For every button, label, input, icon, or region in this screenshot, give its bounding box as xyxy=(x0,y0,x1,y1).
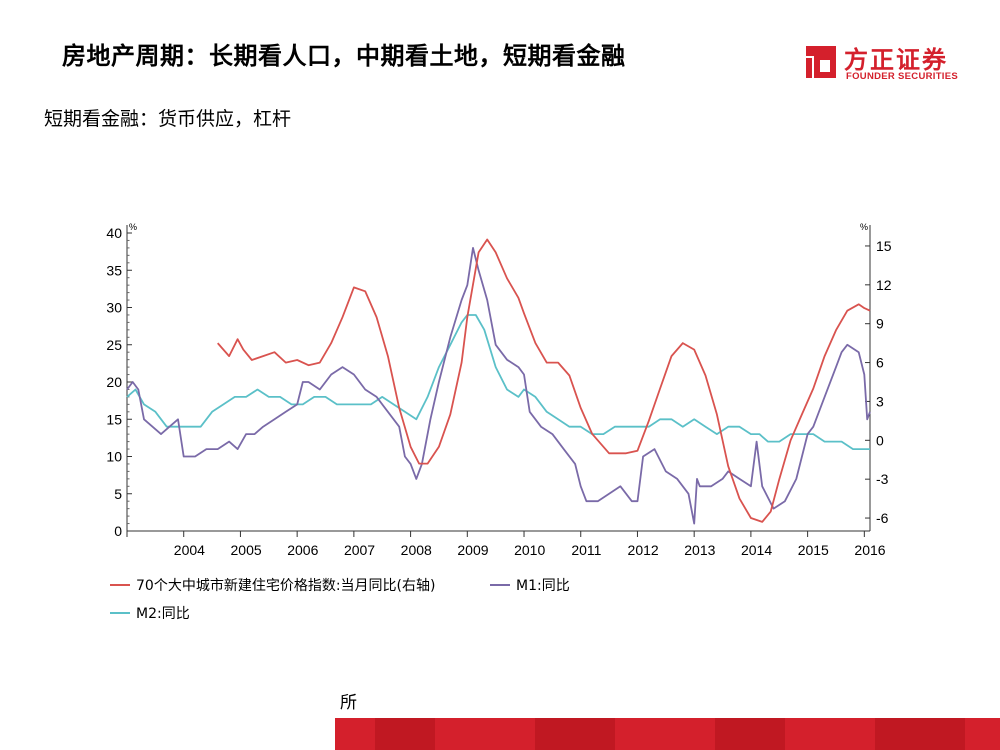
slide-subtitle: 短期看金融：货币供应，杠杆 xyxy=(44,108,292,130)
left-tick-label: 20 xyxy=(106,374,122,390)
legend-label: M2:同比 xyxy=(136,606,190,622)
left-tick-label: 35 xyxy=(106,262,122,278)
footer-stripe xyxy=(715,718,785,750)
legend-label: M1:同比 xyxy=(516,578,570,594)
chart-svg: % 0 5 10 15 20 25 30 35 40 % -6 -3 0 3 6 9 12 15 2004 2005… xyxy=(106,222,892,622)
x-tick-label: 2015 xyxy=(798,542,829,558)
x-tick-label: 2012 xyxy=(628,542,659,558)
right-tick-label: 12 xyxy=(876,277,892,293)
right-tick-label: 6 xyxy=(876,355,884,371)
x-tick-label: 2006 xyxy=(287,542,318,558)
right-tick-label: 3 xyxy=(876,393,884,409)
chart: % 0 5 10 15 20 25 30 35 40 % -6 -3 0 3 6 9 12 15 2004 2005… xyxy=(90,215,900,635)
x-tick-label: 2010 xyxy=(514,542,545,558)
slide-title: 房地产周期：长期看人口，中期看土地，短期看金融 xyxy=(62,42,626,70)
x-tick-label: 2011 xyxy=(571,542,601,558)
x-tick-label: 2013 xyxy=(684,542,715,558)
founder-securities-logo: 方正证券 FOUNDER SECURITIES xyxy=(800,40,970,86)
x-tick-label: 2007 xyxy=(344,542,375,558)
left-axis-unit: % xyxy=(129,222,137,232)
logo-mark-icon xyxy=(806,46,836,78)
left-tick-label: 30 xyxy=(106,300,122,316)
x-tick-label: 2004 xyxy=(174,542,205,558)
left-tick-label: 10 xyxy=(106,449,122,465)
left-tick-label: 0 xyxy=(114,523,122,539)
right-tick-label: -3 xyxy=(876,471,889,487)
footer-stripe xyxy=(875,718,965,750)
source-note-fragment: 所 xyxy=(340,693,357,713)
footer-stripe xyxy=(375,718,435,750)
logo-name-cn: 方正证券 xyxy=(844,46,948,74)
footer-stripe xyxy=(535,718,615,750)
left-tick-label: 15 xyxy=(106,411,122,427)
series-line xyxy=(126,247,871,525)
right-tick-label: 9 xyxy=(876,316,884,332)
series-line xyxy=(217,238,871,523)
right-axis-unit: % xyxy=(860,222,868,232)
footer-bar xyxy=(335,718,1000,750)
logo-name-en: FOUNDER SECURITIES xyxy=(846,71,959,82)
left-tick-label: 5 xyxy=(114,486,122,502)
right-tick-label: -6 xyxy=(876,510,889,526)
left-tick-label: 25 xyxy=(106,337,122,353)
x-tick-label: 2005 xyxy=(231,542,262,558)
x-tick-label: 2014 xyxy=(741,542,772,558)
x-tick-label: 2009 xyxy=(457,542,488,558)
series-line xyxy=(126,314,870,451)
legend-label: 70个大中城市新建住宅价格指数:当月同比(右轴) xyxy=(136,577,435,594)
right-tick-label: 0 xyxy=(876,432,884,448)
right-tick-label: 15 xyxy=(876,238,892,254)
left-tick-label: 40 xyxy=(106,225,122,241)
x-tick-label: 2008 xyxy=(401,542,432,558)
x-tick-label: 2016 xyxy=(854,542,885,558)
